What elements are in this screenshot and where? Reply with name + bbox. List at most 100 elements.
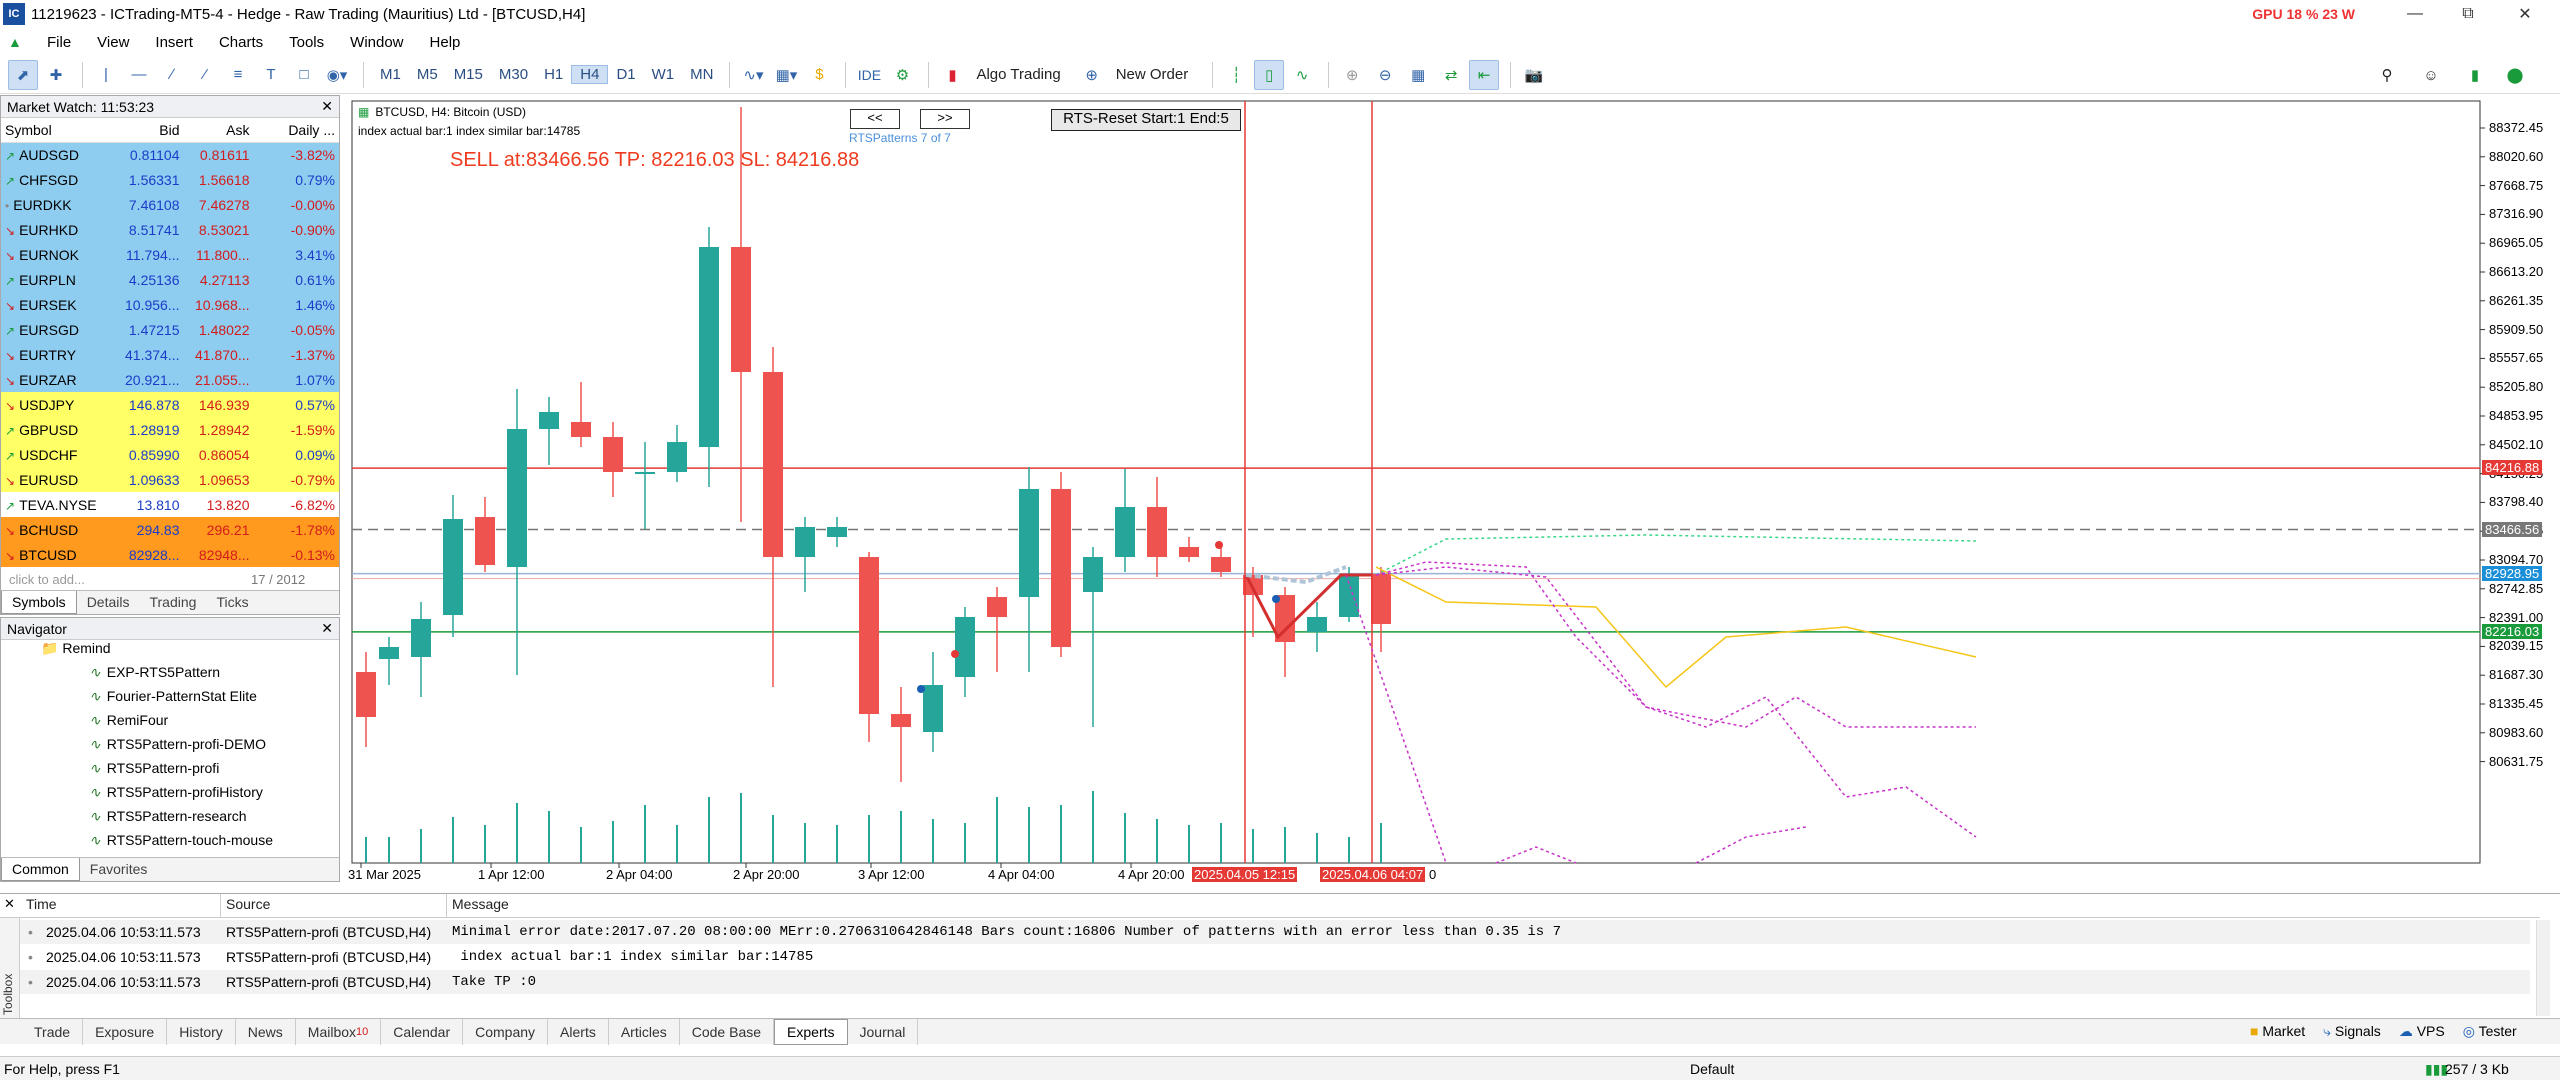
market-watch-row[interactable]: ↘ EURTRY 41.374... 41.870... -1.37% <box>1 342 339 367</box>
tab-code-base[interactable]: Code Base <box>680 1018 775 1045</box>
ide-button[interactable]: IDE <box>857 66 882 83</box>
close-icon[interactable]: ✕ <box>321 98 333 114</box>
navigator-item[interactable]: ∿ RTS5Pattern-profi <box>89 760 220 776</box>
signals-link[interactable]: ⤷ Signals <box>2323 1023 2381 1039</box>
market-watch-row[interactable]: ↘ EURSEK 10.956... 10.968... 1.46% <box>1 292 339 317</box>
autoscroll-icon[interactable]: ⇄ <box>1444 66 1458 84</box>
tf-h4[interactable]: H4 <box>571 65 609 84</box>
market-watch-row[interactable]: ↘ BTCUSD 82928... 82948... -0.13% <box>1 542 339 567</box>
market-link[interactable]: ■ Market <box>2250 1023 2306 1039</box>
grid-icon[interactable]: ▦ <box>1411 66 1426 84</box>
tf-m30[interactable]: M30 <box>498 66 529 83</box>
menu-file[interactable]: File <box>47 33 72 51</box>
col-symbol[interactable]: Symbol <box>1 118 121 143</box>
col-source[interactable]: Source <box>226 896 271 912</box>
col-bid[interactable]: Bid <box>121 118 184 143</box>
zoom-in-icon[interactable]: ⊕ <box>1345 66 1359 84</box>
channel-icon[interactable]: ⁄ <box>203 66 207 83</box>
tf-m15[interactable]: M15 <box>453 66 483 83</box>
market-watch-row[interactable]: ↘ EURNOK 11.794... 11.800... 3.41% <box>1 242 339 267</box>
menu-view[interactable]: View <box>97 33 130 51</box>
market-watch-row[interactable]: ↘ EURUSD 1.09633 1.09653 -0.79% <box>1 467 339 492</box>
tab-trade[interactable]: Trade <box>22 1018 84 1045</box>
log-row[interactable]: • 2025.04.06 10:53:11.573 RTS5Pattern-prof… <box>20 920 2530 944</box>
market-watch-row[interactable]: ↘ BCHUSD 294.83 296.21 -1.78% <box>1 517 339 542</box>
navigator-item[interactable]: ∿ Fourier-PatternStat Elite <box>89 688 257 704</box>
navigator-item[interactable]: ∿ RTS5Pattern-profiHistory <box>89 784 263 800</box>
search-icon[interactable]: ⚲ <box>2381 67 2393 84</box>
price-chart[interactable]: ▦ BTCUSD, H4: Bitcoin (USD) index actual… <box>346 97 2560 887</box>
crosshair-icon[interactable]: ✚ <box>49 66 63 84</box>
market-watch-row[interactable]: • EURDKK 7.46108 7.46278 -0.00% <box>1 192 339 217</box>
col-time[interactable]: Time <box>26 896 57 912</box>
close-window-button[interactable]: ✕ <box>2518 6 2532 23</box>
col-message[interactable]: Message <box>452 896 509 912</box>
zoom-out-icon[interactable]: ⊖ <box>1378 66 1392 84</box>
tab-details[interactable]: Details <box>86 594 130 610</box>
settings-gear-icon[interactable]: ⚙ <box>895 66 910 84</box>
tab-calendar[interactable]: Calendar <box>381 1018 464 1045</box>
market-watch-row[interactable]: ↗ USDCHF 0.85990 0.86054 0.09% <box>1 442 339 467</box>
cursor-tool-icon[interactable]: ⬈ <box>8 59 38 90</box>
tf-mn[interactable]: MN <box>690 66 714 83</box>
vps-link[interactable]: ☁ VPS <box>2398 1023 2445 1039</box>
new-order-button[interactable]: New Order <box>1115 66 1189 83</box>
maximize-button[interactable]: ⧉ <box>2462 5 2474 22</box>
menu-tools[interactable]: Tools <box>289 33 325 51</box>
navigator-item[interactable]: ∿ RTS5Pattern-profi-DEMO <box>89 736 266 752</box>
tab-company[interactable]: Company <box>463 1018 549 1045</box>
algo-trading-button[interactable]: Algo Trading <box>976 66 1061 83</box>
prev-pattern-button[interactable]: << <box>850 109 900 129</box>
close-icon[interactable]: ✕ <box>4 896 15 911</box>
signal-strength-icon[interactable]: ▮ <box>2470 67 2480 84</box>
objects-menu-icon[interactable]: ◉▾ <box>326 66 348 84</box>
tab-experts[interactable]: Experts <box>774 1018 848 1045</box>
market-watch-row[interactable]: ↘ EURZAR 20.921... 21.055... 1.07% <box>1 367 339 392</box>
add-symbol-input[interactable]: click to add... <box>9 572 85 587</box>
market-watch-row[interactable]: ↗ CHFSGD 1.56331 1.56618 0.79% <box>1 167 339 192</box>
tab-ticks[interactable]: Ticks <box>216 594 249 610</box>
chart-canvas[interactable] <box>346 97 2560 887</box>
col-ask[interactable]: Ask <box>183 118 254 143</box>
menu-help[interactable]: Help <box>429 33 461 51</box>
tf-m1[interactable]: M1 <box>380 66 401 83</box>
algo-trading-icon[interactable]: ▮ <box>948 66 957 84</box>
menu-window[interactable]: Window <box>350 33 404 51</box>
chart-templates-icon[interactable]: ▦▾ <box>775 66 798 84</box>
market-watch-row[interactable]: ↗ EURSGD 1.47215 1.48022 -0.05% <box>1 317 339 342</box>
tab-symbols[interactable]: Symbols <box>1 591 77 614</box>
market-watch-row[interactable]: ↗ TEVA.NYSE 13.810 13.820 -6.82% <box>1 492 339 517</box>
account-icon[interactable]: ☺ <box>2423 66 2439 84</box>
log-row[interactable]: • 2025.04.06 10:53:11.573 RTS5Pattern-prof… <box>20 945 2530 969</box>
market-watch-row[interactable]: ↘ USDJPY 146.878 146.939 0.57% <box>1 392 339 417</box>
market-watch-row[interactable]: ↗ AUDSGD 0.81104 0.81611 -3.82% <box>1 142 339 167</box>
navigator-item[interactable]: ∿ RTS5Pattern-touch-mouse <box>89 832 273 848</box>
chart-shift-icon[interactable]: ⇤ <box>1469 59 1500 90</box>
tf-w1[interactable]: W1 <box>651 66 675 83</box>
navigator-item[interactable]: ∿ RTS5Pattern-research <box>89 808 247 824</box>
tab-mailbox[interactable]: Mailbox 10 <box>296 1018 382 1045</box>
close-icon[interactable]: ✕ <box>321 620 333 636</box>
new-order-icon[interactable]: ⊕ <box>1085 66 1098 84</box>
tab-history[interactable]: History <box>167 1018 236 1045</box>
minimize-button[interactable]: — <box>2407 5 2423 22</box>
tab-articles[interactable]: Articles <box>609 1018 680 1045</box>
fibonacci-icon[interactable]: ≡ <box>233 66 243 83</box>
tab-favorites[interactable]: Favorites <box>89 861 148 877</box>
dollar-icon[interactable]: $ <box>815 66 824 83</box>
candlestick-icon[interactable]: ▯ <box>1254 59 1285 90</box>
log-row[interactable]: • 2025.04.06 10:53:11.573 RTS5Pattern-prof… <box>20 970 2530 994</box>
shapes-icon[interactable]: □ <box>299 66 309 83</box>
horizontal-line-icon[interactable]: — <box>131 66 147 83</box>
screenshot-icon[interactable]: 📷 <box>1524 66 1544 84</box>
line-chart-icon[interactable]: ∿ <box>1295 66 1309 84</box>
text-tool-icon[interactable]: T <box>266 66 276 83</box>
tester-link[interactable]: ◎ Tester <box>2462 1023 2517 1039</box>
indicators-icon[interactable]: ∿▾ <box>743 66 764 84</box>
tab-trading[interactable]: Trading <box>149 594 197 610</box>
vertical-line-icon[interactable]: | <box>104 66 108 83</box>
next-pattern-button[interactable]: >> <box>920 109 970 129</box>
tf-d1[interactable]: D1 <box>616 66 636 83</box>
menu-charts[interactable]: Charts <box>218 33 264 51</box>
navigator-item[interactable]: ∿ RemiFour <box>89 712 169 728</box>
